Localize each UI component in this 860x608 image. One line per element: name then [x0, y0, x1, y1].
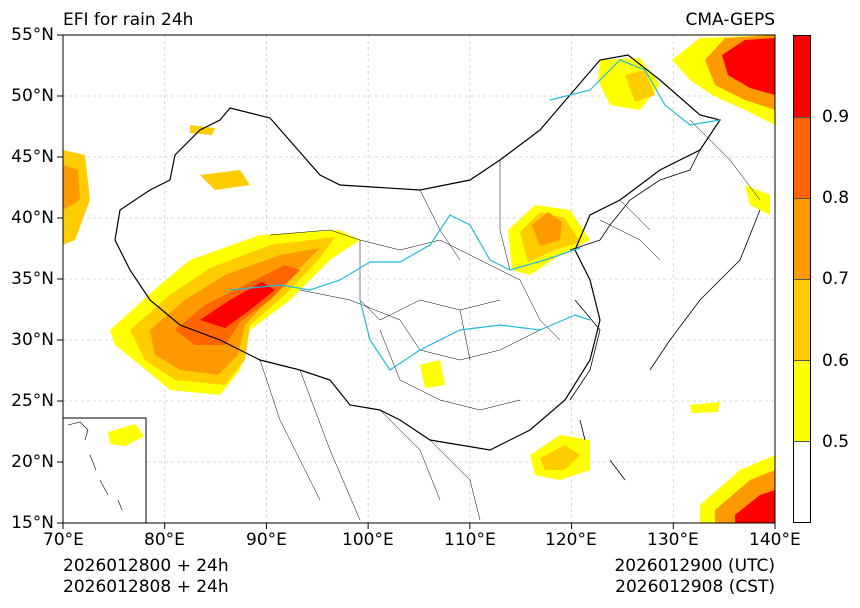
- efi-area-patch: [420, 360, 445, 388]
- colorbar-label: 0.7: [822, 269, 850, 289]
- lat-tick-label: 35°N: [11, 269, 54, 289]
- lat-tick-label: 20°N: [11, 452, 54, 472]
- neighbor-borders: [259, 119, 761, 521]
- colorbar: [793, 35, 811, 523]
- efi-area-plateau-max: [200, 282, 275, 328]
- colorbar-swatch: [794, 440, 810, 522]
- colorbar-swatches: [794, 36, 810, 522]
- lat-tick-label: 15°N: [11, 513, 54, 533]
- rivers: [229, 59, 721, 371]
- lon-tick-label: 130°E: [647, 530, 699, 550]
- chart-title: EFI for rain 24h: [63, 10, 194, 30]
- lon-tick-label: 120°E: [545, 530, 597, 550]
- province-lines: [269, 160, 561, 411]
- efi-shading: [63, 35, 775, 523]
- colorbar-swatch: [794, 116, 810, 198]
- geography: [114, 54, 761, 521]
- efi-area-patch: [745, 185, 770, 215]
- lat-tick-label: 50°N: [11, 86, 54, 106]
- colorbar-label: 0.6: [822, 351, 850, 371]
- china-border: [114, 54, 721, 451]
- colorbar-label: 0.9: [822, 107, 850, 127]
- coastline: [569, 149, 761, 481]
- lon-tick-label: 140°E: [749, 530, 801, 550]
- valid-time-utc: 2026012900 (UTC): [614, 556, 775, 576]
- efi-area-southeast-peak: [735, 490, 775, 523]
- init-time-cst: 2026012808 + 24h: [63, 577, 229, 597]
- lon-tick-label: 80°E: [144, 530, 185, 550]
- lat-tick-label: 40°N: [11, 208, 54, 228]
- colorbar-label: 0.8: [822, 188, 850, 208]
- axis-ticks: [57, 34, 776, 529]
- efi-area-heilongjiang-core: [625, 70, 655, 102]
- efi-area-west-edge-core: [63, 165, 80, 210]
- init-time-utc: 2026012800 + 24h: [63, 556, 229, 576]
- valid-time-cst: 2026012908 (CST): [615, 577, 775, 597]
- efi-area-patch: [190, 125, 215, 135]
- efi-area-taiwan-sea-core: [540, 445, 580, 470]
- lon-tick-label: 110°E: [444, 530, 496, 550]
- efi-area-patch: [690, 402, 720, 413]
- lat-tick-label: 55°N: [11, 25, 54, 45]
- colorbar-swatch: [794, 197, 810, 279]
- model-name: CMA-GEPS: [685, 10, 775, 30]
- inset-map: [62, 417, 147, 524]
- lon-tick-label: 90°E: [246, 530, 287, 550]
- graticule: [63, 35, 775, 523]
- inset-efi-patch: [108, 424, 144, 446]
- lat-tick-label: 30°N: [11, 330, 54, 350]
- lon-tick-label: 70°E: [43, 530, 84, 550]
- lon-tick-label: 100°E: [342, 530, 394, 550]
- inset-islands: [67, 421, 123, 511]
- efi-area-patch: [200, 170, 250, 190]
- colorbar-swatch: [794, 278, 810, 360]
- efi-area-bohai-peak: [532, 212, 562, 246]
- colorbar-label: 0.5: [822, 432, 850, 452]
- lat-tick-label: 25°N: [11, 391, 54, 411]
- colorbar-swatch: [794, 36, 810, 117]
- colorbar-swatch: [794, 359, 810, 441]
- lat-tick-label: 45°N: [11, 147, 54, 167]
- efi-area-northeast-peak: [722, 38, 775, 95]
